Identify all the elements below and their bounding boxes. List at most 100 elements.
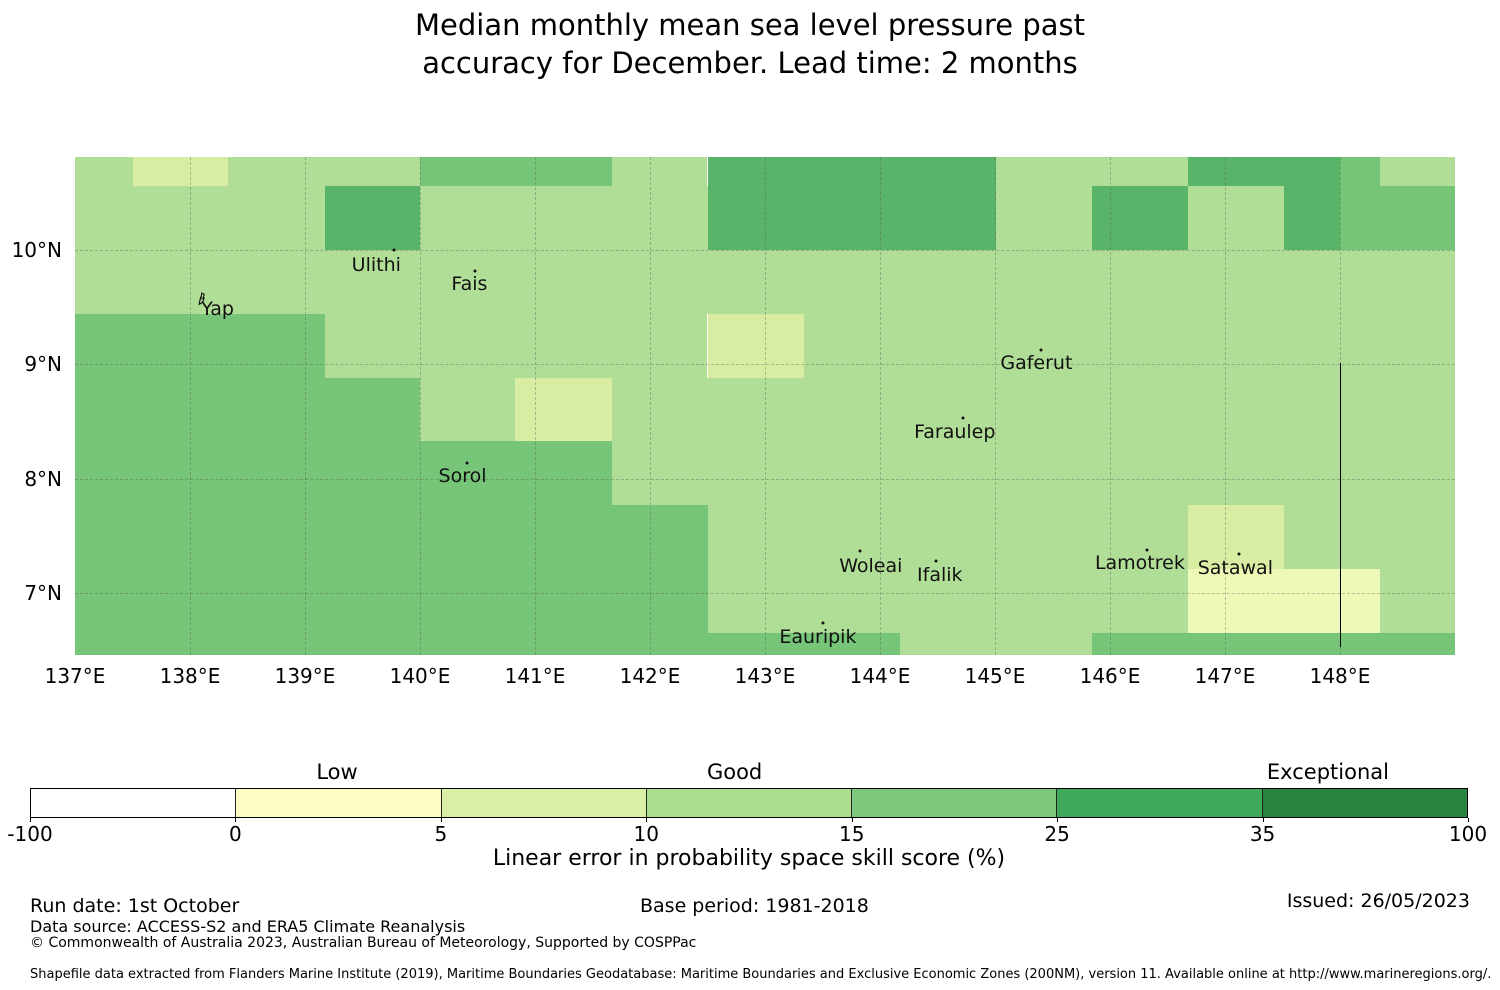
colorbar-segment-0-5 xyxy=(235,789,441,817)
island-label-gaferut: Gaferut xyxy=(1000,352,1073,375)
island-label-ifalik: Ifalik xyxy=(917,563,963,586)
colorbar-segment-25-35 xyxy=(1056,789,1262,817)
x-tick-label: 142°E xyxy=(619,664,681,688)
grid-cell xyxy=(996,185,1092,250)
grid-cell xyxy=(420,377,516,441)
grid-cell xyxy=(1091,633,1455,655)
grid-cell xyxy=(612,377,1455,441)
grid-cell xyxy=(707,157,997,186)
x-tick-label: 140°E xyxy=(389,664,451,688)
colorbar-tickmark xyxy=(1468,818,1469,822)
footer-run-date: Run date: 1st October xyxy=(30,895,240,917)
map-gridline-vertical xyxy=(190,157,191,655)
grid-cell xyxy=(1283,504,1455,570)
colorbar-segment-5-10 xyxy=(440,789,646,817)
colorbar-tick-label: -100 xyxy=(7,822,53,846)
grid-cell xyxy=(75,504,708,570)
grid-cell xyxy=(515,377,613,441)
map-gridline-vertical xyxy=(535,157,536,655)
grid-cell xyxy=(707,569,1189,634)
colorbar-header-low: Low xyxy=(316,760,358,784)
x-tick-label: 139°E xyxy=(274,664,336,688)
map-canvas: Yap Ulithi Fais Sorol Gaferut Faraulep Woleai I… xyxy=(75,157,1455,655)
footer-issued: Issued: 26/05/2023 xyxy=(1286,890,1470,912)
y-tick-label: 9°N xyxy=(24,352,62,377)
map-gridline-horizontal xyxy=(75,364,1455,366)
colorbar-tick-label: 35 xyxy=(1249,822,1276,846)
chart-title-line-1: Median monthly mean sea level pressure p… xyxy=(415,8,1085,42)
map-gridline-vertical xyxy=(995,157,996,655)
colorbar-tickmark xyxy=(235,818,237,822)
footer-data-source: Data source: ACCESS-S2 and ERA5 Climate … xyxy=(30,917,466,936)
colorbar-tick-label: 0 xyxy=(229,822,242,846)
colorbar-header-exceptional: Exceptional xyxy=(1266,760,1389,784)
grid-cell xyxy=(75,249,1455,314)
grid-cell xyxy=(132,157,228,186)
island-marker-dot xyxy=(1039,348,1043,352)
map-gridline-vertical xyxy=(420,157,421,655)
chart-title: Median monthly mean sea level pressure p… xyxy=(0,6,1500,82)
grid-cell xyxy=(612,157,708,186)
grid-cell xyxy=(324,185,420,250)
island-marker-dot xyxy=(1145,548,1149,552)
island-outline-icon xyxy=(198,292,205,306)
grid-cell xyxy=(75,377,420,441)
island-label-faraulep: Faraulep xyxy=(914,420,996,443)
colorbar-tickmark xyxy=(1057,818,1059,822)
map-gridline-vertical xyxy=(765,157,766,655)
grid-cell xyxy=(75,633,900,655)
island-label-sorol: Sorol xyxy=(438,465,487,488)
grid-cell xyxy=(1188,504,1284,570)
island-label-yap: Yap xyxy=(201,297,234,320)
island-label-lamotrek: Lamotrek xyxy=(1094,552,1185,575)
grid-cell xyxy=(804,313,1455,378)
colorbar-tick-label: 25 xyxy=(1044,822,1070,846)
grid-cell xyxy=(1188,569,1381,634)
island-marker-dot xyxy=(465,461,469,465)
island-label-eauripik: Eauripik xyxy=(779,625,857,648)
grid-cell xyxy=(707,504,1189,570)
x-tick-label: 144°E xyxy=(849,664,911,688)
grid-cell xyxy=(75,185,325,250)
colorbar-tickmark xyxy=(1262,818,1264,822)
grid-cell xyxy=(1283,185,1340,250)
footer-shapefile-attribution: Shapefile data extracted from Flanders M… xyxy=(30,967,1492,982)
maritime-boundary-line xyxy=(1340,363,1341,647)
grid-cell xyxy=(227,157,420,186)
colorbar-segment-10-15 xyxy=(645,789,852,817)
colorbar-axis-label: Linear error in probability space skill … xyxy=(492,846,1006,871)
colorbar-segment-15-25 xyxy=(851,789,1057,817)
colorbar-header-good: Good xyxy=(706,760,763,784)
grid-cell xyxy=(420,185,708,250)
grid-cell xyxy=(1188,185,1284,250)
x-tick-label: 137°E xyxy=(44,664,106,688)
grid-cell xyxy=(420,157,613,186)
map-gridline-vertical xyxy=(1225,157,1226,655)
island-label-satawal: Satawal xyxy=(1197,556,1273,579)
chart-title-line-2: accuracy for December. Lead time: 2 mont… xyxy=(422,46,1078,80)
colorbar-tickmark xyxy=(440,818,442,822)
colorbar-segment--100-0 xyxy=(31,789,236,817)
map-gridline-horizontal xyxy=(75,478,1455,480)
grid-cell xyxy=(1380,569,1455,634)
grid-cell xyxy=(75,440,613,505)
grid-cell xyxy=(1340,157,1381,186)
x-tick-label: 146°E xyxy=(1079,664,1141,688)
colorbar-tickmark xyxy=(30,818,31,822)
island-marker-dot xyxy=(934,559,938,563)
grid-cell xyxy=(324,313,708,378)
grid-cell xyxy=(707,185,997,250)
grid-cell xyxy=(1380,157,1455,186)
island-marker-dot xyxy=(961,416,965,420)
island-marker-dot xyxy=(858,549,862,553)
colorbar-tick-label: 5 xyxy=(434,822,448,846)
island-label-woleai: Woleai xyxy=(839,554,903,577)
map-gridline-vertical xyxy=(305,157,306,655)
colorbar-tick-label: 10 xyxy=(633,822,660,846)
map-gridline-horizontal xyxy=(75,249,1455,251)
x-tick-label: 138°E xyxy=(159,664,221,688)
grid-cell xyxy=(612,440,1455,505)
island-label-fais: Fais xyxy=(451,273,488,296)
grid-cell xyxy=(996,157,1189,186)
x-tick-label: 148°E xyxy=(1309,664,1371,688)
